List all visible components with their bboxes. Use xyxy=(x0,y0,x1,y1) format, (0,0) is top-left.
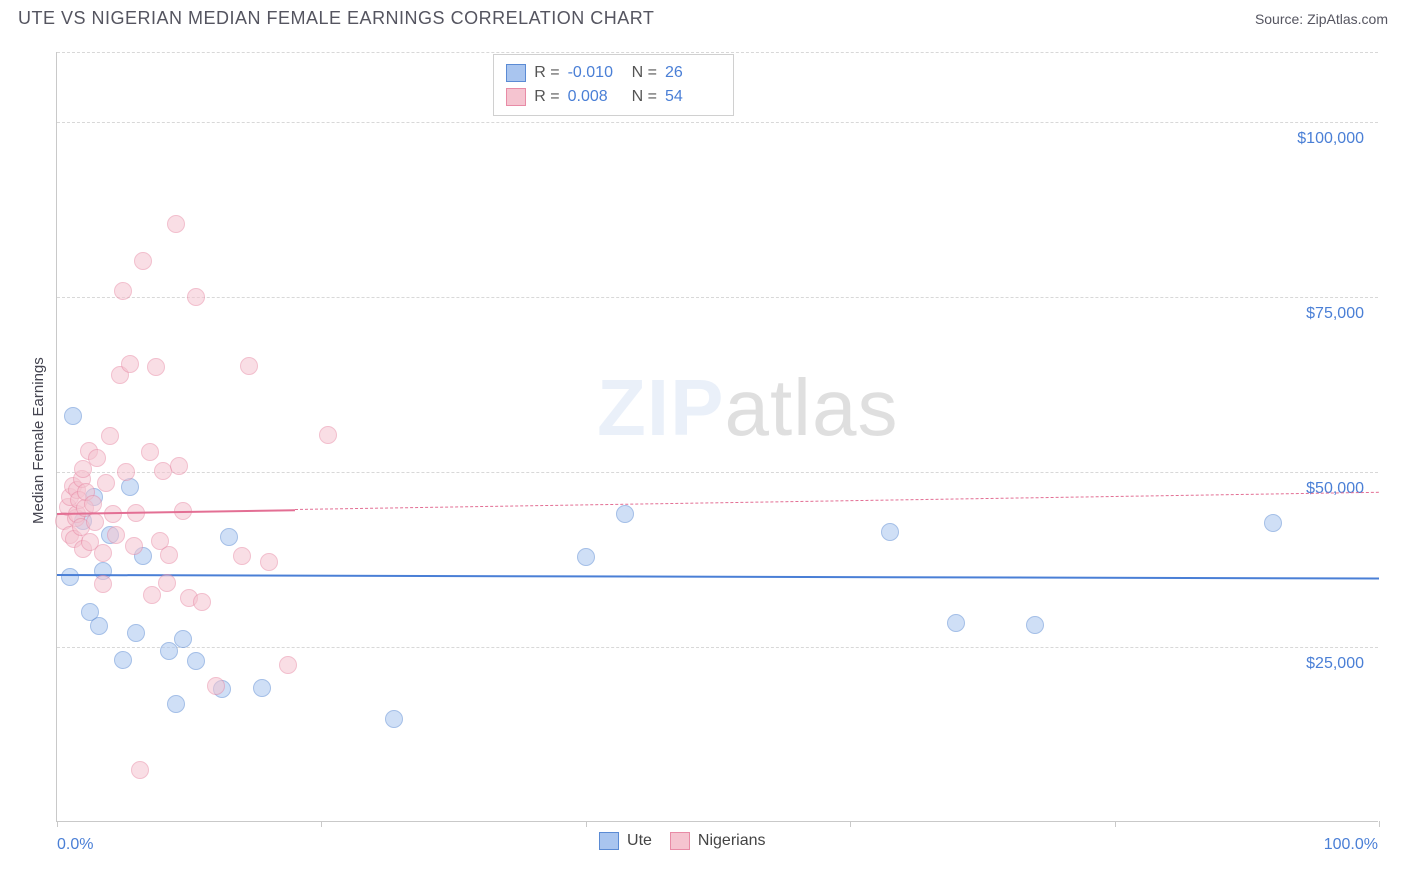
marker-ute xyxy=(577,548,595,566)
marker-nigerians xyxy=(84,495,102,513)
plot-area: ZIPatlas $25,000 $50,000 $75,000 $100,000 0.… xyxy=(56,52,1378,822)
gridline xyxy=(57,297,1378,298)
marker-nigerians xyxy=(114,282,132,300)
swatch-ute xyxy=(599,832,619,850)
trend-line xyxy=(57,574,1379,580)
marker-ute xyxy=(127,624,145,642)
trend-line xyxy=(295,492,1379,510)
marker-nigerians xyxy=(240,357,258,375)
stats-row-ute: R = -0.010 N = 26 xyxy=(506,61,721,85)
marker-nigerians xyxy=(233,547,251,565)
marker-ute xyxy=(61,568,79,586)
marker-nigerians xyxy=(319,426,337,444)
marker-ute xyxy=(167,695,185,713)
marker-nigerians xyxy=(88,449,106,467)
x-tick xyxy=(321,821,322,827)
marker-nigerians xyxy=(86,513,104,531)
marker-nigerians xyxy=(134,252,152,270)
marker-ute xyxy=(121,478,139,496)
gridline xyxy=(57,122,1378,123)
marker-ute xyxy=(1026,616,1044,634)
x-max-label: 100.0% xyxy=(1324,836,1378,854)
marker-nigerians xyxy=(170,457,188,475)
watermark: ZIPatlas xyxy=(597,362,898,454)
marker-nigerians xyxy=(131,761,149,779)
marker-nigerians xyxy=(279,656,297,674)
y-tick-label: $25,000 xyxy=(1306,655,1364,673)
x-tick xyxy=(586,821,587,827)
marker-nigerians xyxy=(97,474,115,492)
marker-ute xyxy=(881,523,899,541)
r-label: R = xyxy=(534,61,559,85)
marker-nigerians xyxy=(207,677,225,695)
x-tick xyxy=(1379,821,1380,827)
gridline xyxy=(57,472,1378,473)
legend-label-ute: Ute xyxy=(627,832,652,850)
gridline xyxy=(57,647,1378,648)
y-tick-label: $50,000 xyxy=(1306,480,1364,498)
marker-nigerians xyxy=(94,544,112,562)
r-value-nigerians: 0.008 xyxy=(568,85,624,109)
marker-ute xyxy=(616,505,634,523)
x-tick xyxy=(850,821,851,827)
marker-nigerians xyxy=(158,574,176,592)
chart-title: UTE VS NIGERIAN MEDIAN FEMALE EARNINGS C… xyxy=(18,8,654,29)
marker-ute xyxy=(64,407,82,425)
r-label: R = xyxy=(534,85,559,109)
marker-nigerians xyxy=(167,215,185,233)
marker-nigerians xyxy=(141,443,159,461)
marker-nigerians xyxy=(101,427,119,445)
y-tick-label: $100,000 xyxy=(1297,130,1364,148)
chart-container: Median Female Earnings ZIPatlas $25,000 $… xyxy=(18,44,1388,844)
marker-nigerians xyxy=(147,358,165,376)
stats-row-nigerians: R = 0.008 N = 54 xyxy=(506,85,721,109)
marker-nigerians xyxy=(117,463,135,481)
marker-ute xyxy=(385,710,403,728)
swatch-nigerians xyxy=(506,88,526,106)
x-tick xyxy=(1115,821,1116,827)
marker-ute xyxy=(174,630,192,648)
n-value-ute: 26 xyxy=(665,61,721,85)
x-tick xyxy=(57,821,58,827)
swatch-nigerians xyxy=(670,832,690,850)
y-tick-label: $75,000 xyxy=(1306,305,1364,323)
marker-nigerians xyxy=(143,586,161,604)
marker-nigerians xyxy=(187,288,205,306)
source-label: Source: ZipAtlas.com xyxy=(1255,11,1388,27)
marker-ute xyxy=(114,651,132,669)
y-axis-label: Median Female Earnings xyxy=(30,357,47,524)
marker-ute xyxy=(90,617,108,635)
marker-nigerians xyxy=(193,593,211,611)
legend-item-nigerians: Nigerians xyxy=(670,832,766,850)
swatch-ute xyxy=(506,64,526,82)
marker-nigerians xyxy=(94,575,112,593)
n-label: N = xyxy=(632,85,657,109)
marker-ute xyxy=(253,679,271,697)
marker-nigerians xyxy=(107,526,125,544)
legend-item-ute: Ute xyxy=(599,832,652,850)
n-value-nigerians: 54 xyxy=(665,85,721,109)
marker-nigerians xyxy=(260,553,278,571)
stats-box: R = -0.010 N = 26 R = 0.008 N = 54 xyxy=(493,54,734,116)
marker-ute xyxy=(187,652,205,670)
marker-ute xyxy=(947,614,965,632)
r-value-ute: -0.010 xyxy=(568,61,624,85)
marker-ute xyxy=(220,528,238,546)
gridline xyxy=(57,52,1378,53)
marker-ute xyxy=(1264,514,1282,532)
legend-label-nigerians: Nigerians xyxy=(698,832,766,850)
n-label: N = xyxy=(632,61,657,85)
marker-nigerians xyxy=(125,537,143,555)
marker-nigerians xyxy=(160,546,178,564)
marker-nigerians xyxy=(121,355,139,373)
x-min-label: 0.0% xyxy=(57,836,93,854)
bottom-legend: Ute Nigerians xyxy=(599,832,766,850)
